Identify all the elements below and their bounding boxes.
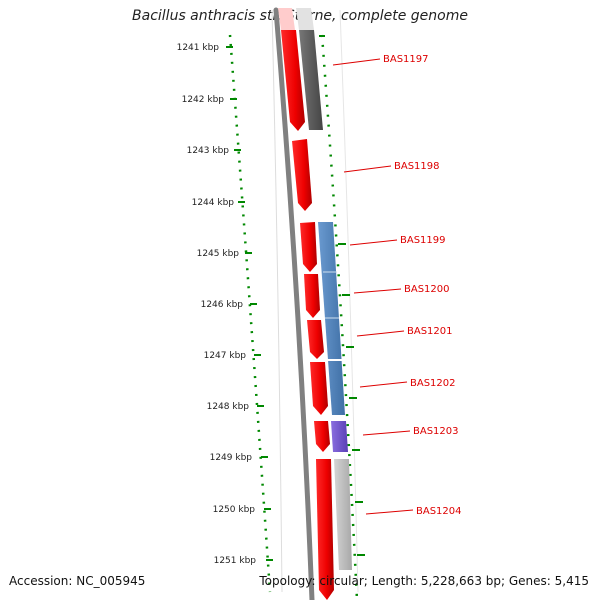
- faded-top-feature-gray: [296, 8, 314, 30]
- label-leaders: [332, 58, 414, 515]
- leader-line: [343, 165, 392, 173]
- gene-label-bas1204[interactable]: BAS1204: [416, 506, 462, 517]
- lightgray-feature[interactable]: [334, 459, 352, 570]
- gray-feature[interactable]: [299, 30, 323, 130]
- cds-arrow[interactable]: [300, 222, 317, 272]
- kbp-label: 1244 kbp: [192, 198, 235, 208]
- faded-top-feature: [278, 8, 295, 30]
- gene-label-bas1200[interactable]: BAS1200: [404, 284, 450, 295]
- gene-label-bas1198[interactable]: BAS1198: [394, 161, 440, 172]
- kbp-label: 1242 kbp: [182, 95, 225, 105]
- cds-arrow[interactable]: [307, 320, 324, 359]
- kbp-label: 1245 kbp: [197, 249, 240, 259]
- leader-line: [365, 509, 414, 515]
- cds-arrow[interactable]: [314, 421, 330, 452]
- outer-guide-curve: [271, 9, 283, 593]
- gene-labels: BAS1197 BAS1198 BAS1199 BAS1200 BAS1201 …: [383, 54, 462, 517]
- cds-arrow[interactable]: [281, 30, 305, 131]
- leader-line: [359, 381, 408, 388]
- kbp-label: 1251 kbp: [214, 556, 257, 566]
- gene-label-bas1197[interactable]: BAS1197: [383, 54, 429, 65]
- kbp-label: 1250 kbp: [213, 505, 256, 515]
- leader-line: [349, 239, 398, 246]
- kbp-label: 1249 kbp: [210, 453, 253, 463]
- inner-guide-curve: [339, 9, 359, 593]
- sequence-backbone: [273, 7, 315, 600]
- kbp-label: 1243 kbp: [187, 146, 230, 156]
- cds-arrow[interactable]: [304, 274, 320, 318]
- leader-line: [353, 288, 402, 294]
- cds-arrow[interactable]: [292, 139, 312, 211]
- kbp-label: 1241 kbp: [177, 43, 220, 53]
- gene-label-bas1203[interactable]: BAS1203: [413, 426, 459, 437]
- other-features: [299, 30, 352, 570]
- right-ticks: [319, 35, 365, 556]
- purple-feature[interactable]: [331, 421, 348, 452]
- cds-arrow[interactable]: [316, 459, 334, 600]
- gene-label-bas1199[interactable]: BAS1199: [400, 235, 446, 246]
- cds-arrow[interactable]: [310, 362, 328, 415]
- gene-label-bas1201[interactable]: BAS1201: [407, 326, 453, 337]
- leader-line: [332, 58, 381, 66]
- leader-line: [362, 430, 411, 436]
- accession-text: Accession: NC_005945: [9, 574, 146, 588]
- kbp-label: 1246 kbp: [201, 300, 244, 310]
- leader-line: [356, 330, 405, 337]
- gene-label-bas1202[interactable]: BAS1202: [410, 378, 456, 389]
- kbp-ticks: [226, 46, 273, 561]
- kbp-label: 1247 kbp: [204, 351, 247, 361]
- kbp-label: 1248 kbp: [207, 402, 250, 412]
- genome-stats-text: Topology: circular; Length: 5,228,663 bp…: [259, 574, 589, 588]
- kbp-labels: 1241 kbp 1242 kbp 1243 kbp 1244 kbp 1245…: [177, 43, 257, 566]
- cds-features: [281, 30, 334, 600]
- coordinate-ruler-left: [228, 34, 272, 593]
